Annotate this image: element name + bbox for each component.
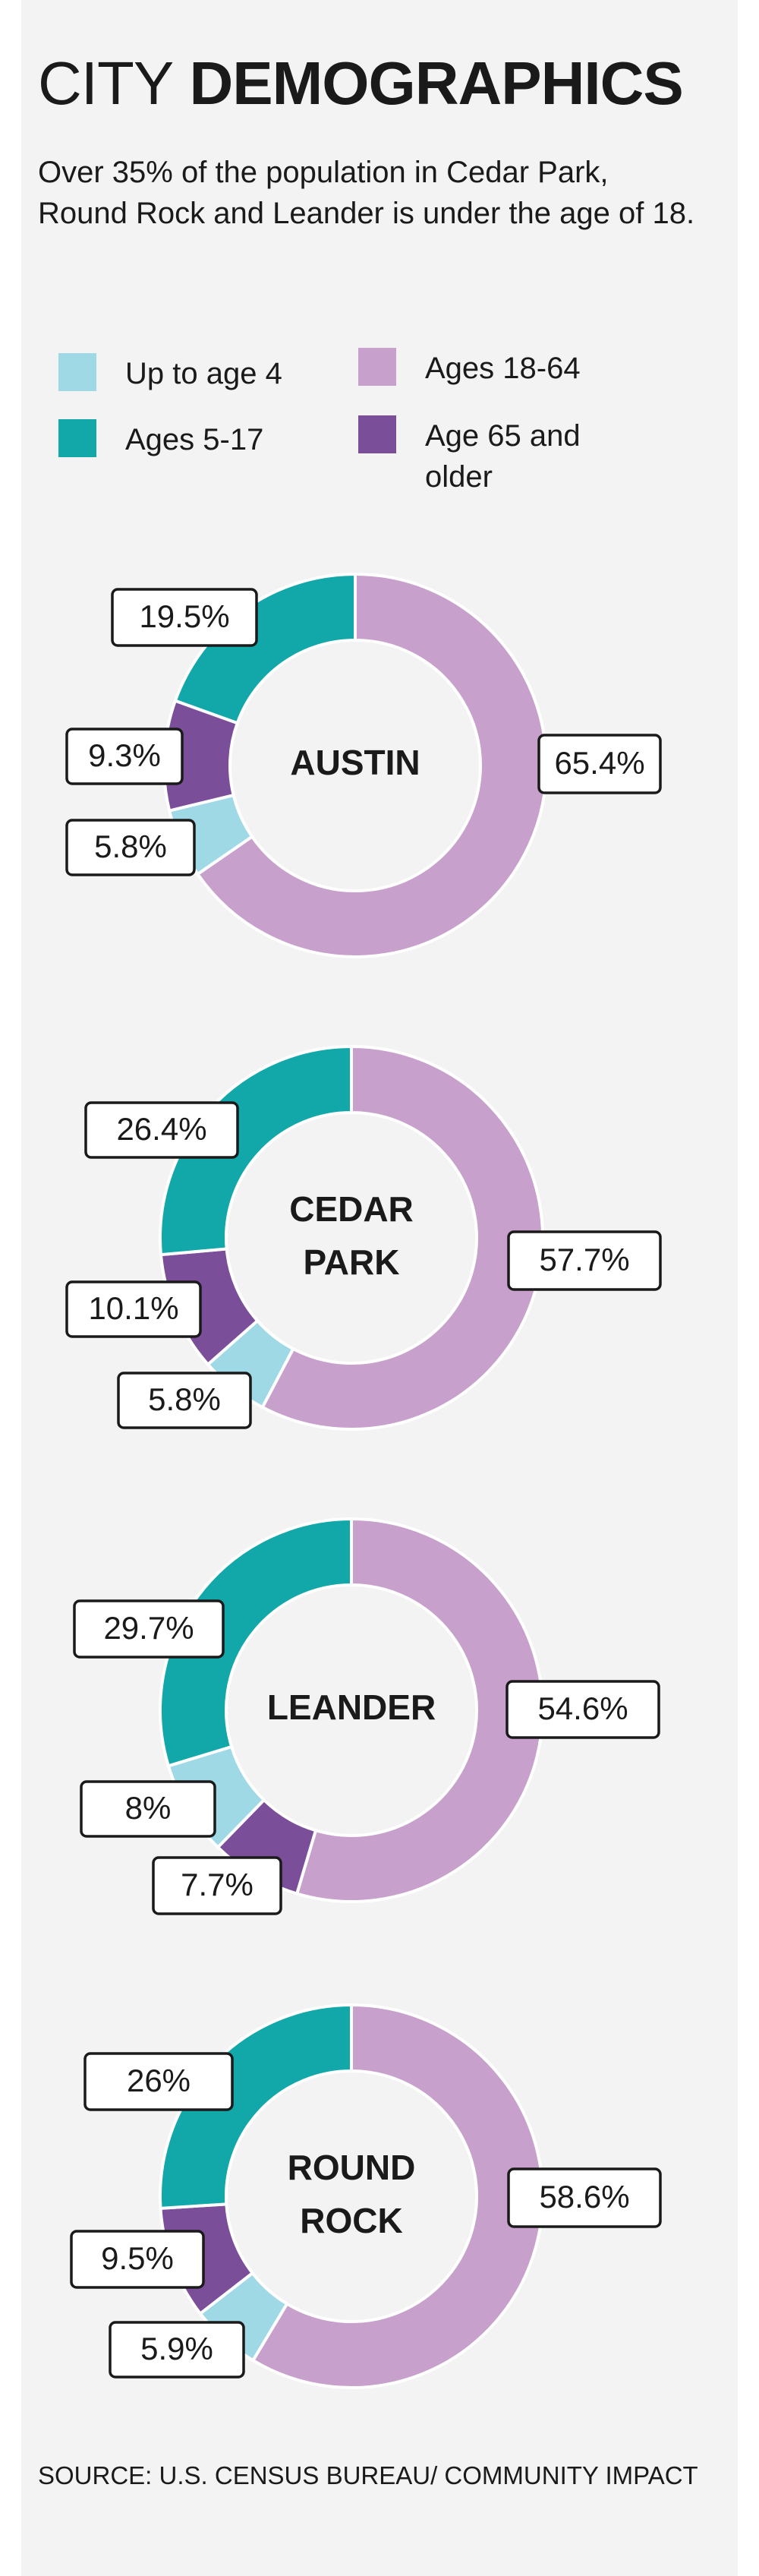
value-label: 9.5% — [101, 2240, 174, 2276]
value-label-box — [507, 1230, 662, 1291]
donut-slice — [260, 1044, 544, 1431]
title-light: CITY — [38, 49, 174, 117]
value-label: 9.3% — [88, 737, 161, 773]
value-label-box — [505, 1680, 660, 1739]
value-label-box — [84, 1101, 239, 1159]
subtitle: Over 35% of the population in Cedar Park… — [38, 156, 695, 230]
value-label-box — [65, 728, 184, 785]
value-label: 54.6% — [537, 1690, 628, 1726]
legend-label: Ages 5-17 — [125, 423, 264, 456]
chart-title: PARK — [304, 1242, 400, 1282]
donut-slice — [159, 1044, 353, 1257]
page-title: CITY DEMOGRAPHICS — [38, 46, 684, 122]
donut-slice — [195, 572, 548, 958]
donut-chart-cedar-park: CEDAR PARK 57.7% 5.8% 10.1% 26.4% — [65, 1044, 662, 1431]
value-label-box — [80, 1780, 216, 1838]
legend-swatch — [358, 415, 396, 453]
value-label-box — [117, 1372, 252, 1429]
value-label: 7.7% — [181, 1867, 254, 1902]
value-label: 5.8% — [148, 1381, 221, 1417]
value-label-box — [65, 1280, 202, 1338]
donut-slice — [159, 1517, 353, 1768]
legend-swatch — [58, 353, 96, 391]
value-label: 65.4% — [554, 745, 644, 781]
value-label: 19.5% — [139, 598, 229, 634]
value-label-box — [73, 1599, 225, 1659]
legend-swatch — [358, 348, 396, 386]
value-label: 26.4% — [116, 1111, 206, 1147]
value-label: 57.7% — [539, 1242, 629, 1277]
donut-slice — [159, 2003, 353, 2210]
value-label: 58.6% — [539, 2179, 629, 2215]
donut-chart-austin: AUSTIN 65.4% 5.8% 9.3% 19.5% — [65, 572, 662, 958]
donut-chart-leander: LEANDER 54.6% 7.7% 8% 29.7% — [73, 1517, 660, 1915]
value-label-box — [83, 2052, 234, 2111]
title-bold: DEMOGRAPHICS — [189, 49, 683, 117]
value-label: 26% — [127, 2063, 191, 2098]
value-label: 10.1% — [88, 1290, 178, 1326]
value-label-box — [109, 2321, 245, 2379]
donut-slice — [294, 1517, 544, 1903]
donut-chart-round-rock: ROUND ROCK 58.6% 5.9% 9.5% 26% — [70, 2003, 662, 2389]
chart-title: ROCK — [300, 2201, 402, 2240]
value-label: 5.8% — [94, 829, 167, 864]
value-label-box — [111, 588, 258, 647]
value-label-box — [70, 2230, 205, 2289]
value-label-box — [152, 1856, 282, 1915]
chart-title: ROUND — [288, 2148, 416, 2187]
value-label-box — [537, 734, 662, 794]
donut-slice — [250, 2003, 544, 2389]
legend-label: Up to age 4 — [125, 357, 282, 390]
legend-swatch — [58, 419, 96, 457]
chart-title: LEANDER — [267, 1687, 436, 1727]
chart-title: CEDAR — [289, 1189, 414, 1229]
legend-label: Age 65 and older — [425, 419, 581, 494]
value-label: 29.7% — [103, 1610, 194, 1646]
source-note: SOURCE: U.S. CENSUS BUREAU/ COMMUNITY IM… — [38, 2461, 698, 2489]
value-label-box — [507, 2167, 662, 2228]
legend-label: Ages 18-64 — [425, 352, 581, 385]
value-label-box — [65, 819, 196, 876]
chart-title: AUSTIN — [290, 743, 420, 782]
value-label: 8% — [125, 1790, 172, 1826]
value-label: 5.9% — [140, 2331, 213, 2366]
